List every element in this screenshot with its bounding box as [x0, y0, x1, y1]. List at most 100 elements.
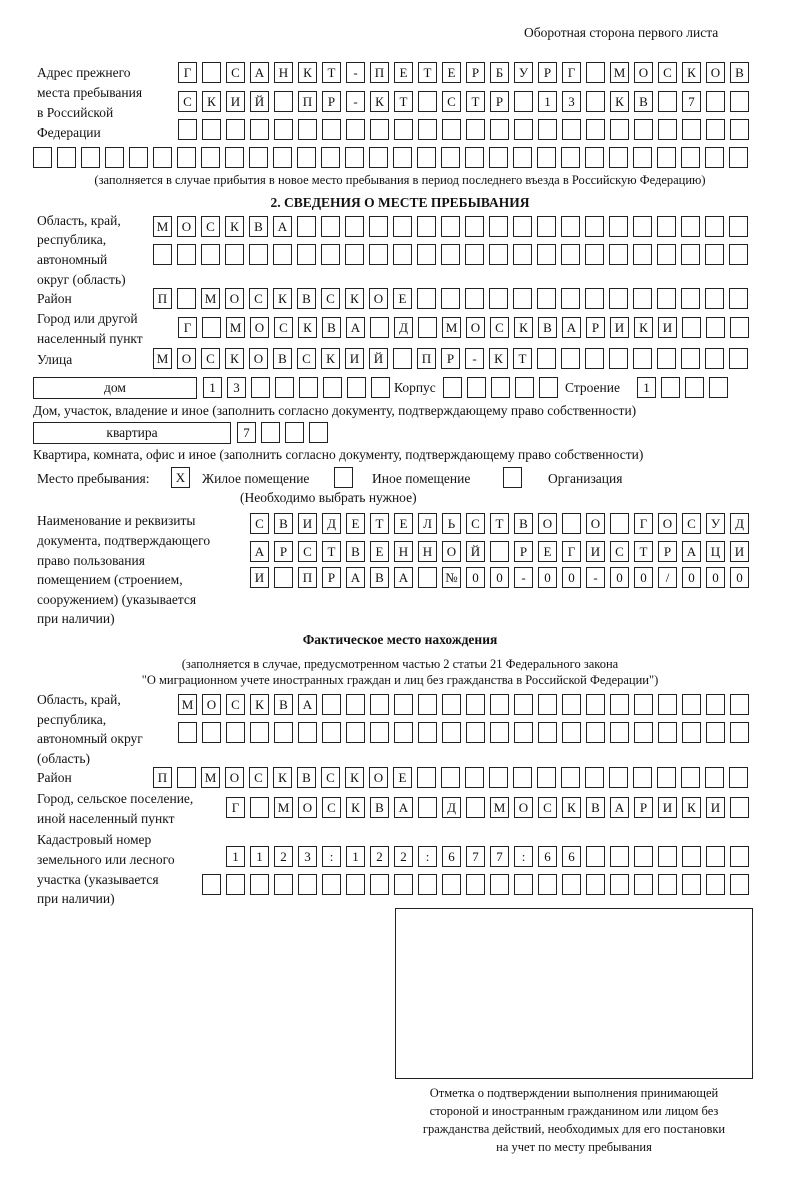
letter-box[interactable]: К [345, 767, 364, 788]
letter-box[interactable] [609, 348, 628, 369]
letter-box[interactable] [250, 797, 269, 818]
letter-box[interactable]: В [346, 541, 365, 562]
letter-box[interactable] [297, 216, 316, 237]
letter-box[interactable] [705, 216, 724, 237]
letter-box[interactable] [705, 244, 724, 265]
letter-box[interactable] [633, 288, 652, 309]
letter-box[interactable] [251, 377, 270, 398]
letter-box[interactable] [441, 244, 460, 265]
letter-box[interactable]: Е [346, 513, 365, 534]
letter-box[interactable] [513, 147, 532, 168]
letter-box[interactable]: С [658, 62, 677, 83]
letter-box[interactable] [537, 147, 556, 168]
letter-box[interactable] [489, 216, 508, 237]
letter-box[interactable] [609, 288, 628, 309]
letter-box[interactable] [705, 348, 724, 369]
letter-box[interactable] [682, 694, 701, 715]
letter-box[interactable] [537, 288, 556, 309]
letter-box[interactable] [634, 874, 653, 895]
letter-box[interactable] [561, 288, 580, 309]
letter-box[interactable]: К [682, 797, 701, 818]
letter-box[interactable]: И [658, 797, 677, 818]
letter-box[interactable]: А [562, 317, 581, 338]
letter-box[interactable] [658, 91, 677, 112]
letter-box[interactable]: С [298, 541, 317, 562]
letter-box[interactable] [370, 694, 389, 715]
letter-box[interactable]: Г [634, 513, 653, 534]
letter-box[interactable]: С [249, 288, 268, 309]
letter-box[interactable]: А [682, 541, 701, 562]
letter-box[interactable] [730, 694, 749, 715]
letter-box[interactable]: О [298, 797, 317, 818]
letter-box[interactable]: О [634, 62, 653, 83]
letter-box[interactable] [657, 767, 676, 788]
letter-box[interactable]: В [370, 797, 389, 818]
letter-box[interactable]: Г [178, 317, 197, 338]
letter-box[interactable]: В [274, 513, 293, 534]
letter-box[interactable]: Р [441, 348, 460, 369]
letter-box[interactable]: О [177, 216, 196, 237]
letter-box[interactable]: О [202, 694, 221, 715]
letter-box[interactable] [273, 147, 292, 168]
letter-box[interactable] [514, 722, 533, 743]
letter-box[interactable]: К [321, 348, 340, 369]
letter-box[interactable] [226, 874, 245, 895]
letter-box[interactable]: П [153, 288, 172, 309]
letter-box[interactable]: Е [394, 513, 413, 534]
letter-box[interactable] [513, 244, 532, 265]
letter-box[interactable] [371, 377, 390, 398]
letter-box[interactable] [658, 119, 677, 140]
letter-box[interactable] [201, 244, 220, 265]
letter-box[interactable]: М [201, 767, 220, 788]
letter-box[interactable]: 1 [346, 846, 365, 867]
letter-box[interactable] [490, 119, 509, 140]
letter-box[interactable]: О [369, 767, 388, 788]
letter-box[interactable] [347, 377, 366, 398]
letter-box[interactable]: К [202, 91, 221, 112]
letter-box[interactable]: Л [418, 513, 437, 534]
letter-box[interactable] [610, 722, 629, 743]
letter-box[interactable] [441, 288, 460, 309]
letter-box[interactable]: Т [490, 513, 509, 534]
letter-box[interactable]: О [225, 767, 244, 788]
letter-box[interactable] [177, 767, 196, 788]
letter-box[interactable] [537, 348, 556, 369]
letter-box[interactable] [681, 216, 700, 237]
letter-box[interactable] [585, 348, 604, 369]
letter-box[interactable]: И [706, 797, 725, 818]
letter-box[interactable] [249, 244, 268, 265]
letter-box[interactable] [537, 767, 556, 788]
letter-box[interactable] [610, 846, 629, 867]
letter-box[interactable]: В [586, 797, 605, 818]
letter-box[interactable]: О [706, 62, 725, 83]
letter-box[interactable]: Д [322, 513, 341, 534]
letter-box[interactable]: М [274, 797, 293, 818]
letter-box[interactable]: К [514, 317, 533, 338]
letter-box[interactable] [681, 288, 700, 309]
letter-box[interactable] [562, 874, 581, 895]
letter-box[interactable]: С [297, 348, 316, 369]
letter-box[interactable] [370, 874, 389, 895]
letter-box[interactable] [442, 119, 461, 140]
letter-box[interactable] [394, 874, 413, 895]
letter-box[interactable]: 0 [706, 567, 725, 588]
letter-box[interactable] [249, 147, 268, 168]
letter-box[interactable] [226, 119, 245, 140]
letter-box[interactable] [705, 288, 724, 309]
letter-box[interactable]: 0 [466, 567, 485, 588]
letter-box[interactable] [297, 147, 316, 168]
letter-box[interactable]: К [345, 288, 364, 309]
letter-box[interactable] [682, 846, 701, 867]
letter-box[interactable] [297, 244, 316, 265]
letter-box[interactable]: - [514, 567, 533, 588]
letter-box[interactable]: С [250, 513, 269, 534]
letter-box[interactable] [275, 377, 294, 398]
letter-box[interactable] [538, 694, 557, 715]
letter-box[interactable] [225, 244, 244, 265]
letter-box[interactable]: К [298, 317, 317, 338]
letter-box[interactable]: И [730, 541, 749, 562]
letter-box[interactable] [274, 567, 293, 588]
letter-box[interactable] [586, 846, 605, 867]
letter-box[interactable]: 3 [562, 91, 581, 112]
letter-box[interactable]: Т [370, 513, 389, 534]
